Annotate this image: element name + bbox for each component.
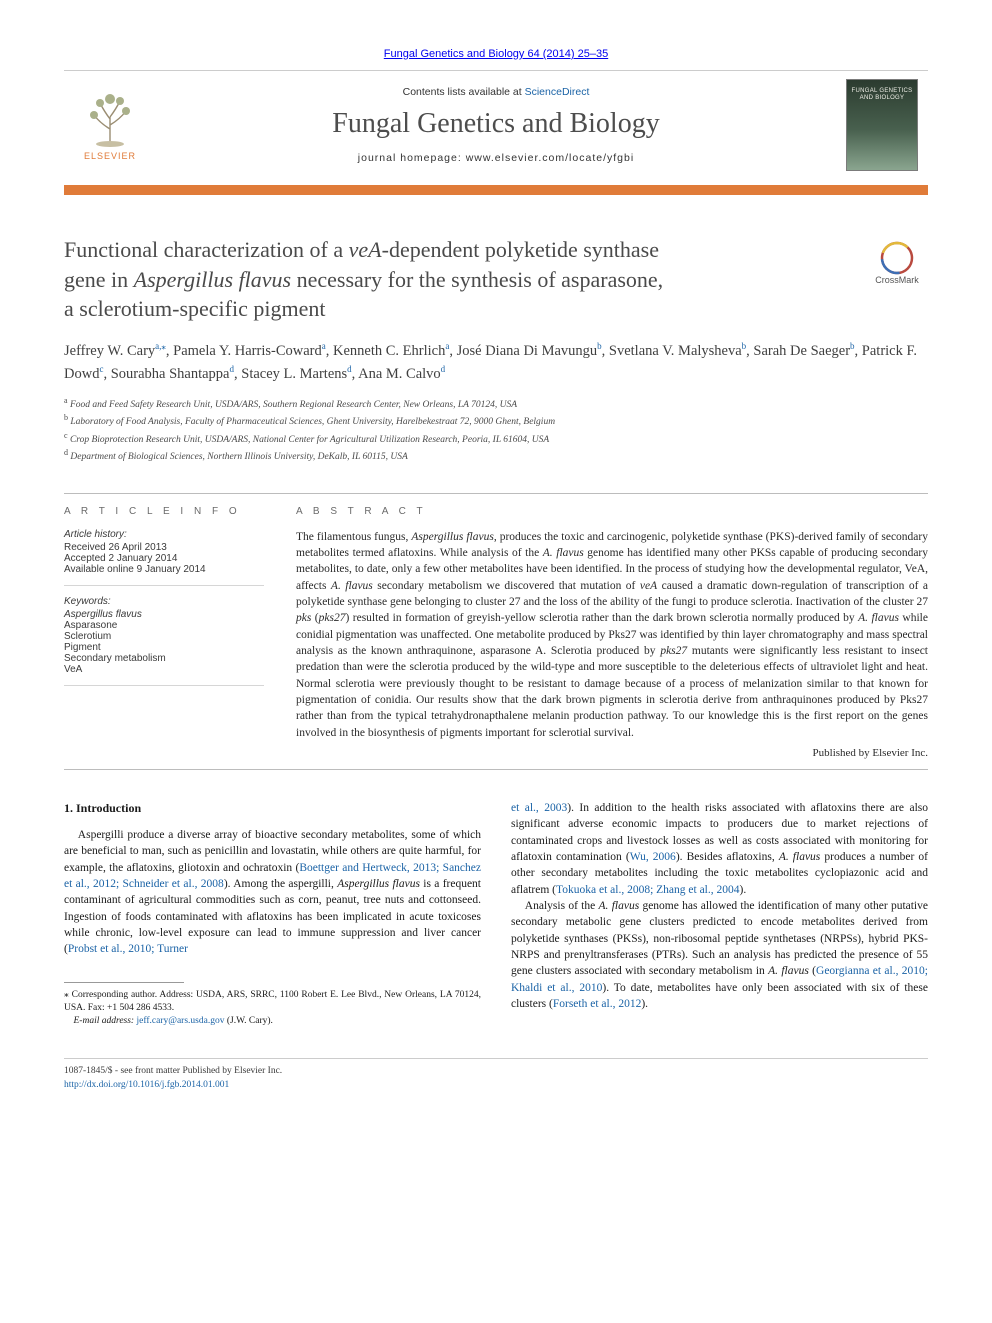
affiliations: a Food and Feed Safety Research Unit, US…: [64, 395, 928, 465]
crossmark-badge[interactable]: CrossMark: [866, 241, 928, 285]
elsevier-logo: ELSEVIER: [74, 85, 146, 165]
rule: [64, 769, 928, 770]
history-label: Article history:: [64, 529, 264, 540]
affiliation: d Department of Biological Sciences, Nor…: [64, 447, 928, 464]
section-heading: 1. Introduction: [64, 800, 481, 817]
corr-text: Corresponding author. Address: USDA, ARS…: [64, 990, 481, 1013]
publisher-line: Published by Elsevier Inc.: [296, 747, 928, 759]
abstract-text: The filamentous fungus, Aspergillus flav…: [296, 529, 928, 741]
history-block: Article history: Received 26 April 2013 …: [64, 529, 264, 586]
left-column: 1. Introduction Aspergilli produce a div…: [64, 800, 481, 1029]
header-center: Contents lists available at ScienceDirec…: [146, 86, 846, 164]
keyword: Secondary metabolism: [64, 653, 264, 664]
ref-link[interactable]: Tokuoka et al., 2008; Zhang et al., 2004: [556, 884, 739, 896]
article-info-heading: A R T I C L E I N F O: [64, 506, 264, 517]
keyword: Aspergillus flavus: [64, 609, 264, 620]
journal-header: ELSEVIER Contents lists available at Sci…: [64, 70, 928, 187]
t-seg: necessary for the synthesis of asparason…: [291, 267, 663, 292]
right-column: et al., 2003). In addition to the health…: [511, 800, 928, 1029]
affiliation: c Crop Bioprotection Research Unit, USDA…: [64, 430, 928, 447]
ref-link[interactable]: Wu, 2006: [630, 851, 676, 863]
history-line: Available online 9 January 2014: [64, 564, 264, 575]
cover-line2: AND BIOLOGY: [860, 95, 905, 102]
contents-line: Contents lists available at ScienceDirec…: [146, 86, 846, 98]
journal-cover-thumb: FUNGAL GENETICS AND BIOLOGY: [846, 79, 918, 171]
keyword: Sclerotium: [64, 631, 264, 642]
keyword: Pigment: [64, 642, 264, 653]
corresponding-note: ⁎ Corresponding author. Address: USDA, A…: [64, 982, 481, 1029]
history-line: Accepted 2 January 2014: [64, 553, 264, 564]
authors: Jeffrey W. Carya,⁎, Pamela Y. Harris-Cow…: [64, 340, 928, 385]
crossmark-label: CrossMark: [875, 275, 919, 285]
abstract: A B S T R A C T The filamentous fungus, …: [296, 494, 928, 759]
cover-line1: FUNGAL GENETICS: [852, 88, 913, 95]
ref-link[interactable]: Probst et al., 2010; Turner: [68, 943, 188, 955]
affiliation: b Laboratory of Food Analysis, Faculty o…: [64, 412, 928, 429]
keywords-label: Keywords:: [64, 596, 264, 607]
email-link[interactable]: jeff.cary@ars.usda.gov: [136, 1016, 224, 1026]
t-seg: Aspergillus flavus: [134, 267, 291, 292]
t-seg: Functional characterization of a: [64, 237, 349, 262]
body-para: Aspergilli produce a diverse array of bi…: [64, 827, 481, 958]
history-line: Received 26 April 2013: [64, 542, 264, 553]
keyword: Asparasone: [64, 620, 264, 631]
info-abstract-row: A R T I C L E I N F O Article history: R…: [64, 493, 928, 759]
journal-title: Fungal Genetics and Biology: [146, 108, 846, 140]
elsevier-tree-icon: [80, 89, 140, 149]
email-label: E-mail address:: [74, 1016, 137, 1026]
keyword: VeA: [64, 664, 264, 675]
footer-line1: 1087-1845/$ - see front matter Published…: [64, 1065, 928, 1078]
journal-homepage: journal homepage: www.elsevier.com/locat…: [146, 152, 846, 164]
citation-link[interactable]: Fungal Genetics and Biology 64 (2014) 25…: [384, 48, 608, 60]
corr-star: ⁎: [64, 990, 69, 1000]
t-seg: gene in: [64, 267, 134, 292]
article-title: Functional characterization of a veA-dep…: [64, 235, 850, 324]
footer: 1087-1845/$ - see front matter Published…: [64, 1058, 928, 1092]
footrule: [64, 982, 184, 983]
body-columns: 1. Introduction Aspergilli produce a div…: [64, 800, 928, 1029]
affiliation: a Food and Feed Safety Research Unit, US…: [64, 395, 928, 412]
t-seg: -dependent polyketide synthase: [382, 237, 659, 262]
running-head: Fungal Genetics and Biology 64 (2014) 25…: [64, 48, 928, 60]
article-head: Functional characterization of a veA-dep…: [64, 235, 928, 324]
ref-link[interactable]: Forseth et al., 2012: [553, 998, 641, 1010]
t-seg: veA: [349, 237, 382, 262]
body-para: et al., 2003). In addition to the health…: [511, 800, 928, 898]
keywords-block: Keywords: Aspergillus flavus Asparasone …: [64, 596, 264, 686]
sciencedirect-link[interactable]: ScienceDirect: [525, 86, 590, 98]
crossmark-icon: [880, 241, 914, 275]
doi-link[interactable]: http://dx.doi.org/10.1016/j.fgb.2014.01.…: [64, 1080, 229, 1090]
email-suffix: (J.W. Cary).: [224, 1016, 272, 1026]
t-seg: a sclerotium-specific pigment: [64, 296, 325, 321]
abstract-heading: A B S T R A C T: [296, 506, 928, 517]
ref-link[interactable]: et al., 2003: [511, 802, 567, 814]
body-para: Analysis of the A. flavus genome has all…: [511, 898, 928, 1012]
ref-link[interactable]: Georgianna et al., 2010; Khaldi et al., …: [511, 965, 928, 993]
contents-prefix: Contents lists available at: [403, 86, 525, 98]
elsevier-wordmark: ELSEVIER: [84, 151, 136, 161]
article-info: A R T I C L E I N F O Article history: R…: [64, 494, 264, 759]
homepage-prefix: journal homepage:: [358, 152, 466, 164]
page: Fungal Genetics and Biology 64 (2014) 25…: [0, 0, 992, 1140]
homepage-url[interactable]: www.elsevier.com/locate/yfgbi: [466, 152, 634, 164]
orange-rule: [64, 187, 928, 195]
